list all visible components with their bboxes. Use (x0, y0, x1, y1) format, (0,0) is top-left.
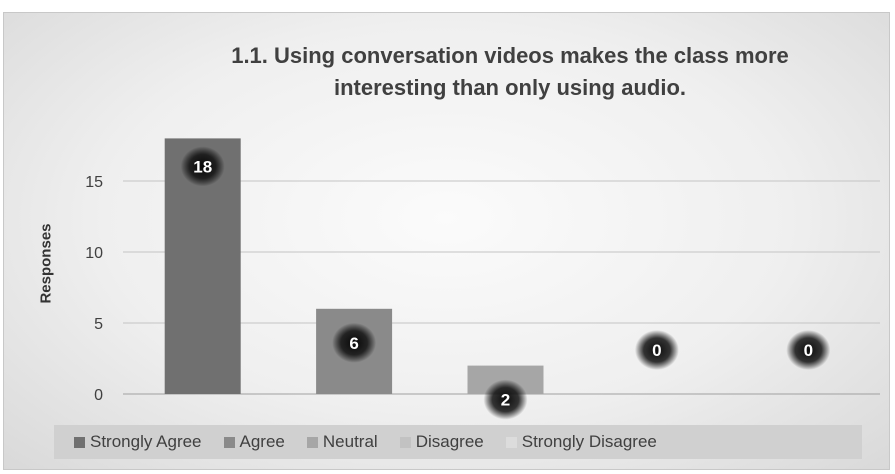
legend-label: Neutral (322, 432, 378, 451)
y-tick-label: 0 (94, 387, 103, 404)
data-label: 2 (501, 391, 510, 410)
legend-label: Strongly Disagree (521, 432, 657, 451)
legend-item: Strongly Agree (74, 432, 202, 452)
y-tick-label: 10 (85, 245, 103, 262)
chart-title: 1.1. Using conversation videos makes the… (160, 40, 860, 104)
legend-label: Strongly Agree (90, 432, 202, 451)
legend-item: Agree (223, 432, 285, 452)
data-label-glow (483, 379, 528, 420)
chart-title-line-1: 1.1. Using conversation videos makes the… (231, 43, 789, 68)
legend: Strongly Agree Agree Neutral Disagree Strong… (54, 425, 862, 459)
legend-swatch (306, 436, 318, 448)
data-label-glow (634, 330, 679, 370)
legend-item: Strongly Disagree (505, 432, 657, 452)
data-label: 18 (193, 157, 212, 176)
legend-label: Agree (239, 432, 285, 451)
legend-item: Disagree (399, 432, 484, 452)
legend-swatch (74, 436, 85, 448)
data-label-glow (786, 330, 831, 370)
chart-title-line-2: interesting than only using audio. (333, 75, 686, 100)
data-label: 0 (804, 341, 813, 360)
y-tick-label: 5 (94, 316, 103, 333)
legend-swatch (399, 436, 411, 448)
legend-swatch (505, 436, 517, 448)
data-label-glow (332, 322, 377, 363)
legend-item: Neutral (306, 432, 378, 452)
y-tick-label: 15 (85, 174, 103, 191)
legend-swatch (223, 436, 235, 448)
data-label: 6 (349, 334, 358, 353)
data-label: 0 (652, 341, 661, 360)
data-label-glow (180, 146, 225, 187)
legend-label: Disagree (415, 432, 484, 451)
